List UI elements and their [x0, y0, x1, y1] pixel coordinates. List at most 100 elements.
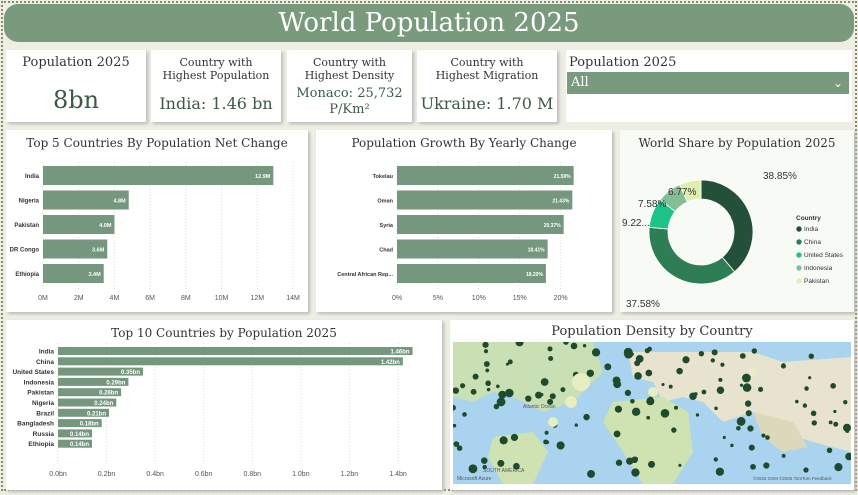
- density-dot[interactable]: [525, 395, 532, 402]
- bar[interactable]: [397, 190, 573, 210]
- legend-item[interactable]: United States: [804, 252, 844, 259]
- density-dot[interactable]: [547, 346, 553, 352]
- density-dot[interactable]: [695, 413, 700, 417]
- density-dot[interactable]: [497, 459, 505, 467]
- density-dot[interactable]: [763, 462, 770, 469]
- density-dot[interactable]: [631, 407, 641, 416]
- density-dot[interactable]: [810, 410, 817, 417]
- density-dot[interactable]: [711, 349, 718, 356]
- density-dot[interactable]: [660, 408, 670, 418]
- density-dot[interactable]: [722, 435, 726, 440]
- density-dot[interactable]: [591, 348, 601, 357]
- density-dot[interactable]: [648, 387, 658, 397]
- bar[interactable]: [58, 429, 92, 438]
- density-dot[interactable]: [498, 390, 507, 399]
- density-dot[interactable]: [510, 433, 519, 442]
- density-dot[interactable]: [515, 342, 524, 347]
- density-dot[interactable]: [614, 405, 623, 413]
- density-dot[interactable]: [634, 360, 641, 367]
- density-dot[interactable]: [499, 436, 508, 445]
- density-dot[interactable]: [556, 441, 565, 450]
- density-dot[interactable]: [749, 368, 757, 376]
- density-dot[interactable]: [676, 367, 683, 375]
- density-dot[interactable]: [483, 349, 489, 354]
- density-dot[interactable]: [540, 393, 544, 397]
- bar[interactable]: [58, 347, 413, 355]
- bar[interactable]: [58, 367, 143, 376]
- density-dot[interactable]: [739, 353, 746, 359]
- density-dot[interactable]: [713, 457, 718, 462]
- density-dot[interactable]: [736, 417, 746, 426]
- density-dot[interactable]: [634, 372, 642, 380]
- density-dot[interactable]: [795, 399, 799, 404]
- density-dot[interactable]: [586, 369, 595, 377]
- bar[interactable]: [58, 439, 92, 448]
- bar[interactable]: [58, 408, 109, 417]
- density-dot[interactable]: [472, 373, 479, 380]
- density-dot[interactable]: [507, 359, 513, 365]
- density-dot[interactable]: [808, 353, 814, 359]
- density-dot[interactable]: [843, 399, 848, 405]
- density-dot[interactable]: [548, 355, 554, 361]
- density-dot[interactable]: [582, 344, 587, 348]
- density-dot[interactable]: [802, 403, 808, 408]
- density-dot[interactable]: [615, 459, 623, 466]
- density-dot[interactable]: [682, 356, 690, 364]
- density-dot[interactable]: [742, 373, 751, 383]
- density-dot[interactable]: [624, 389, 632, 397]
- density-dot[interactable]: [460, 383, 466, 389]
- density-dot[interactable]: [453, 404, 456, 411]
- density-dot[interactable]: [548, 417, 558, 427]
- density-dot[interactable]: [480, 457, 488, 464]
- density-dot[interactable]: [583, 413, 590, 421]
- bar[interactable]: [43, 264, 104, 283]
- density-dot[interactable]: [834, 463, 843, 472]
- density-dot[interactable]: [701, 389, 707, 395]
- density-dot[interactable]: [613, 380, 622, 389]
- bar[interactable]: [43, 166, 274, 185]
- density-dot[interactable]: [742, 383, 752, 392]
- density-dot[interactable]: [453, 441, 460, 447]
- legend-item[interactable]: China: [804, 239, 821, 246]
- bar[interactable]: [397, 166, 574, 185]
- density-dot[interactable]: [747, 425, 754, 432]
- legend-item[interactable]: India: [804, 226, 818, 233]
- density-dot[interactable]: [493, 403, 500, 410]
- density-dot[interactable]: [661, 382, 665, 387]
- density-dot[interactable]: [826, 447, 833, 454]
- density-dot[interactable]: [748, 444, 755, 451]
- density-dot[interactable]: [751, 348, 758, 354]
- density-dot[interactable]: [765, 435, 770, 440]
- density-dot[interactable]: [483, 361, 490, 367]
- density-dot[interactable]: [453, 387, 460, 394]
- density-dot[interactable]: [716, 386, 725, 394]
- density-dot[interactable]: [736, 425, 741, 431]
- density-dot[interactable]: [710, 358, 715, 363]
- density-dot[interactable]: [540, 378, 549, 386]
- density-dot[interactable]: [845, 452, 851, 461]
- density-dot[interactable]: [674, 405, 679, 410]
- legend-item[interactable]: Pakistan: [804, 278, 829, 285]
- bar[interactable]: [43, 190, 129, 210]
- density-dot[interactable]: [758, 386, 764, 393]
- density-dot[interactable]: [604, 363, 612, 371]
- bar[interactable]: [43, 239, 108, 259]
- density-dot[interactable]: [482, 342, 489, 348]
- density-dot[interactable]: [730, 443, 734, 448]
- density-dot[interactable]: [808, 376, 812, 380]
- density-map[interactable]: Atlantic Ocean SOUTH AMERICA Microsoft A…: [453, 342, 851, 484]
- density-dot[interactable]: [761, 433, 766, 438]
- density-dot[interactable]: [698, 350, 705, 357]
- density-dot[interactable]: [572, 373, 590, 391]
- density-dot[interactable]: [781, 453, 786, 458]
- density-dot[interactable]: [715, 467, 725, 476]
- density-dot[interactable]: [630, 399, 635, 404]
- density-dot[interactable]: [574, 423, 578, 427]
- density-dot[interactable]: [631, 468, 640, 477]
- bar[interactable]: [397, 215, 564, 234]
- density-dot[interactable]: [482, 464, 487, 470]
- density-dot[interactable]: [462, 412, 467, 417]
- density-dot[interactable]: [830, 383, 836, 389]
- density-dot[interactable]: [644, 348, 650, 354]
- density-dot[interactable]: [535, 391, 543, 399]
